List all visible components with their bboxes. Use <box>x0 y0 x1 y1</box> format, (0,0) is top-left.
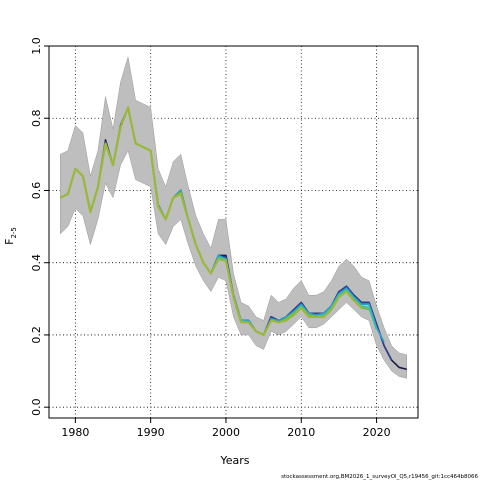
svg-text:F2-5: F2-5 <box>3 227 18 245</box>
y-tick-label: 0.2 <box>30 326 43 344</box>
x-axis: 1980 1990 2000 2010 2020 <box>61 418 391 439</box>
x-tick-label: 2000 <box>212 426 240 439</box>
y-tick-label: 0.0 <box>30 398 43 416</box>
confidence-band-area <box>60 56 407 379</box>
x-tick-label: 2010 <box>287 426 315 439</box>
x-tick-label: 1990 <box>137 426 165 439</box>
series-line-6 <box>59 106 363 337</box>
y-axis: 0.0 0.2 0.4 0.6 0.8 1.0 <box>30 37 49 416</box>
gridlines <box>49 45 418 418</box>
confidence-band <box>60 56 407 379</box>
y-axis-title: F2-5 <box>3 227 18 245</box>
x-tick-label: 1980 <box>61 426 89 439</box>
y-tick-label: 0.4 <box>30 254 43 272</box>
y-tick-label: 0.6 <box>30 182 43 200</box>
x-tick-label: 2020 <box>363 426 391 439</box>
x-axis-title: Years <box>219 454 249 467</box>
series-lines <box>59 106 407 371</box>
credit-text: stockassessment.org,BM2026_1_surveyOl_Q5… <box>281 474 478 480</box>
y-axis-title-sub: 2-5 <box>10 227 18 238</box>
y-axis-title-main: F <box>3 239 16 245</box>
plot-frame <box>48 45 419 419</box>
y-tick-label: 1.0 <box>30 37 43 55</box>
y-tick-label: 0.8 <box>30 109 43 127</box>
